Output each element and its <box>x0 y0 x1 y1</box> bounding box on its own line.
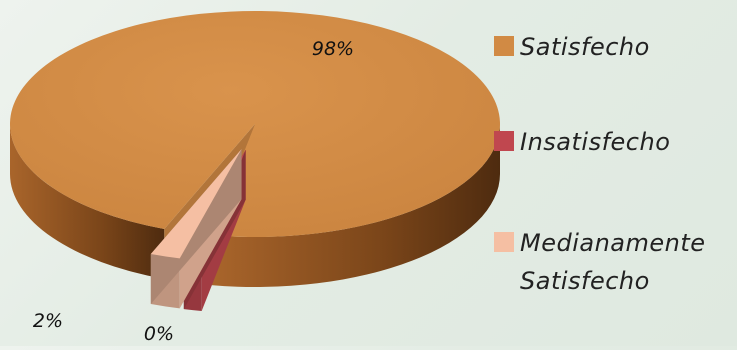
data-label-insatisfecho: 0% <box>143 323 175 345</box>
legend-label-satisfecho: Satisfecho <box>520 33 650 61</box>
pie-top-satisfecho <box>10 10 501 238</box>
legend-swatch-medianamente-satisfecho <box>494 232 514 252</box>
legend-label-medianamente-satisfecho: Medianamente Satisfecho <box>520 229 706 295</box>
data-label-satisfecho: 98% <box>311 38 355 60</box>
legend-swatch-insatisfecho <box>494 131 514 151</box>
legend-swatch-satisfecho <box>494 36 514 56</box>
legend-item-satisfecho: Satisfecho <box>494 28 730 66</box>
data-label-medianamente-satisfecho: 2% <box>32 310 64 332</box>
pie-wall-satisfecho <box>211 124 501 288</box>
pie-top-medianamente-satisfecho <box>150 149 242 259</box>
pie-slice-satisfecho <box>10 10 501 288</box>
legend-label-insatisfecho: Insatisfecho <box>520 128 671 156</box>
pie-slices <box>10 10 501 311</box>
pie-wall-satisfecho <box>10 124 165 279</box>
legend-item-insatisfecho: Insatisfecho <box>494 123 730 161</box>
legend-item-medianamente-satisfecho: Medianamente Satisfecho <box>494 224 730 300</box>
pie-slice-medianamente-satisfecho <box>150 149 242 309</box>
